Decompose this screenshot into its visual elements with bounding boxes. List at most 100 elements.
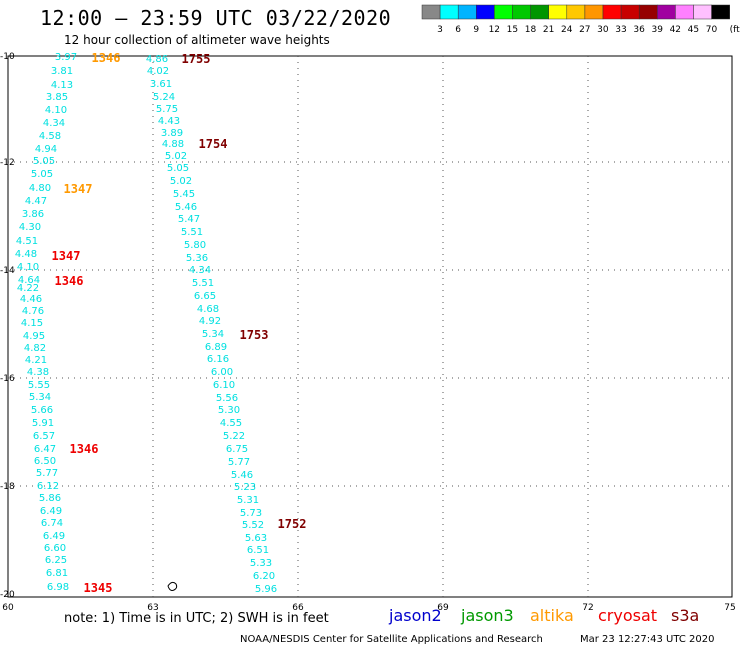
- wave-height-value: 5.45: [173, 189, 195, 200]
- wave-height-value: 3.81: [51, 66, 73, 77]
- wave-height-value: 6.49: [40, 506, 62, 517]
- wave-height-value: 4.76: [22, 306, 44, 317]
- wave-height-value: 4.43: [158, 116, 180, 127]
- wave-height-value: 5.34: [29, 392, 51, 403]
- wave-height-value: 4.48: [15, 249, 37, 260]
- lon-label: 69: [437, 603, 449, 613]
- legend-swatch: [711, 4, 730, 20]
- wave-height-value: 5.05: [167, 163, 189, 174]
- lon-label: 75: [724, 603, 735, 613]
- wave-height-value: 4.22: [17, 283, 39, 294]
- legend-label: 21: [543, 25, 554, 35]
- wave-height-value: 4.15: [21, 318, 43, 329]
- legend-label: 30: [597, 25, 609, 35]
- legend-label: 39: [651, 25, 663, 35]
- wave-height-value: 3.85: [46, 92, 68, 103]
- wave-height-value: 4.58: [39, 131, 61, 142]
- wave-height-value: 4.38: [27, 367, 49, 378]
- wave-height-value: 5.75: [156, 104, 178, 115]
- legend-label: 24: [561, 25, 573, 35]
- wave-height-value: 4.30: [19, 222, 41, 233]
- wave-height-value: 4.47: [25, 196, 47, 207]
- pass-time-label: 1755: [182, 52, 211, 66]
- legend-label: 12: [489, 25, 500, 35]
- legend-label: 42: [670, 25, 681, 35]
- wave-height-value: 5.31: [237, 495, 259, 506]
- wave-height-value: 5.91: [32, 418, 54, 429]
- lon-label: 63: [147, 603, 158, 613]
- wave-height-value: 5.86: [39, 493, 61, 504]
- wave-height-value: 6.49: [43, 531, 65, 542]
- wave-height-value: 4.94: [35, 144, 57, 155]
- wave-height-value: 5.55: [28, 380, 50, 391]
- wave-height-value: 6.00: [211, 367, 233, 378]
- wave-height-value: 5.24: [153, 92, 175, 103]
- wave-height-value: 5.96: [255, 584, 277, 595]
- wave-height-value: 5.77: [36, 468, 58, 479]
- wave-height-value: 3.89: [161, 128, 183, 139]
- pass-time-label: 1754: [199, 137, 228, 151]
- wave-height-value: 4.68: [197, 304, 219, 315]
- wave-height-value: 5.34: [202, 329, 224, 340]
- wave-height-value: 5.73: [240, 508, 262, 519]
- pass-time-label: 1347: [52, 249, 81, 263]
- wave-height-value: 5.80: [184, 240, 206, 251]
- wave-height-value: 5.02: [165, 151, 187, 162]
- wave-height-value: 6.25: [45, 555, 67, 566]
- wave-height-value: 4.10: [17, 262, 39, 273]
- legend-label: 3: [437, 25, 443, 35]
- wave-height-value: 4.82: [24, 343, 46, 354]
- note-text: note: 1) Time is in UTC; 2) SWH is in fe…: [64, 611, 329, 626]
- wave-height-value: 6.47: [34, 444, 56, 455]
- wave-height-value: 6.16: [207, 354, 229, 365]
- wave-height-value: 5.33: [250, 558, 272, 569]
- map-title: 12:00 – 23:59 UTC 03/22/2020: [40, 6, 392, 30]
- wave-height-value: 6.51: [247, 545, 269, 556]
- map-subtitle: 12 hour collection of altimeter wave hei…: [64, 33, 330, 47]
- lat-label: -14: [0, 266, 15, 276]
- legend-label: 9: [473, 25, 479, 35]
- wave-height-value: 4.10: [45, 105, 67, 116]
- wave-height-value: 5.05: [31, 169, 53, 180]
- wave-height-value: 5.51: [181, 227, 203, 238]
- wave-height-value: 4.95: [23, 331, 45, 342]
- wave-height-value: 5.56: [216, 393, 238, 404]
- wave-height-value: 6.81: [46, 568, 68, 579]
- legend-label: 33: [615, 25, 626, 35]
- wave-height-value: 6.12: [37, 481, 59, 492]
- wave-height-value: 5.46: [175, 202, 197, 213]
- wave-height-value: 3.86: [22, 209, 44, 220]
- wave-height-value: 6.65: [194, 291, 216, 302]
- wave-height-value: 4.88: [162, 139, 184, 150]
- pass-time-label: 1345: [84, 581, 113, 595]
- wave-height-value: 4.02: [147, 66, 169, 77]
- wave-height-value: 6.75: [226, 444, 248, 455]
- wave-height-value: 4.34: [43, 118, 65, 129]
- pass-time-label: 1347: [64, 182, 93, 196]
- legend-label: 15: [507, 25, 518, 35]
- wave-height-value: 6.60: [44, 543, 66, 554]
- legend-label: 6: [455, 25, 461, 35]
- wave-height-value: 5.66: [31, 405, 53, 416]
- wave-height-value: 4.21: [25, 355, 47, 366]
- wave-height-value: 6.50: [34, 456, 56, 467]
- wave-height-value: 3.61: [150, 79, 172, 90]
- satellite-jason2: jason2: [389, 606, 442, 625]
- pass-time-label: 1346: [55, 274, 84, 288]
- wave-height-value: 4.64: [18, 275, 40, 286]
- wave-height-value: 4.46: [20, 294, 42, 305]
- track-east: 4.864.02 3.61 5.245.754.433.894.885.025.05…: [146, 54, 277, 595]
- wave-height-value: 5.77: [228, 457, 250, 468]
- wave-height-value: 5.63: [245, 533, 267, 544]
- lat-label: -16: [0, 374, 15, 384]
- wave-height-value: 6.57: [33, 431, 55, 442]
- lon-label: 66: [292, 603, 304, 613]
- legend-label: 36: [633, 25, 645, 35]
- wave-height-value: 4.86: [146, 54, 168, 65]
- legend-label: 18: [525, 25, 537, 35]
- lat-label: -10: [0, 52, 15, 62]
- wave-height-value: 5.23: [234, 482, 256, 493]
- wave-height-value: 4.55: [220, 418, 242, 429]
- legend-label: 45: [688, 25, 699, 35]
